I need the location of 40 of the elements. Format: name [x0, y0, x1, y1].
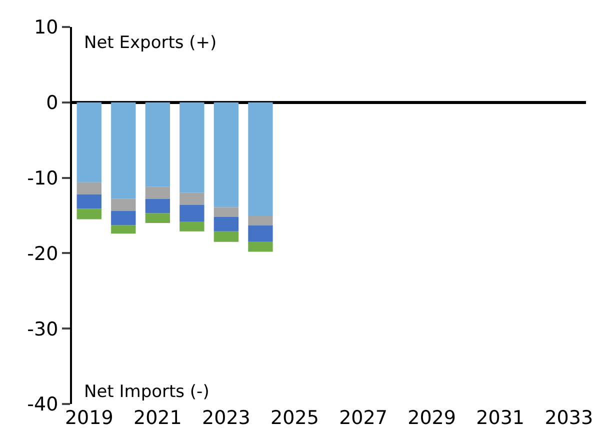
- bar: [76, 102, 102, 182]
- bar: [248, 225, 273, 242]
- bar: [248, 242, 273, 252]
- x-tick-label: 2025: [270, 407, 319, 429]
- bar: [145, 186, 170, 199]
- bar: [111, 198, 136, 211]
- bar: [180, 192, 204, 205]
- bar: [76, 182, 102, 194]
- bar: [180, 222, 204, 232]
- bar: [76, 194, 102, 209]
- x-tick-label: 2027: [339, 407, 388, 429]
- y-tick-label: 10: [34, 16, 58, 39]
- y-tick-label: -40: [27, 394, 58, 416]
- bar: [248, 216, 273, 226]
- bar: [214, 217, 239, 232]
- bar: [76, 208, 102, 220]
- bar: [145, 198, 170, 214]
- annotation: Net Imports (-): [84, 382, 210, 402]
- y-tick-label: -20: [27, 242, 58, 265]
- y-tick-label: -10: [27, 167, 58, 190]
- bar: [180, 204, 204, 222]
- bar: [111, 225, 136, 234]
- bar: [111, 102, 136, 199]
- bar: [111, 210, 136, 226]
- bar: [248, 102, 273, 216]
- bar: [214, 231, 239, 242]
- bar: [214, 102, 239, 208]
- bar: [145, 213, 170, 224]
- x-tick-label: 2021: [133, 407, 182, 429]
- bar: [214, 207, 239, 218]
- x-tick-label: 2023: [202, 407, 250, 429]
- bar: [145, 102, 170, 187]
- x-tick-label: 2029: [408, 407, 456, 429]
- y-tick-label: -30: [27, 318, 58, 340]
- y-tick-label: 0: [46, 92, 58, 114]
- x-tick-label: 2019: [64, 407, 114, 429]
- annotation: Net Exports (+): [84, 33, 217, 53]
- bar: [180, 102, 204, 193]
- x-tick-label: 2031: [476, 407, 525, 429]
- x-tick-label: 2033: [544, 407, 594, 429]
